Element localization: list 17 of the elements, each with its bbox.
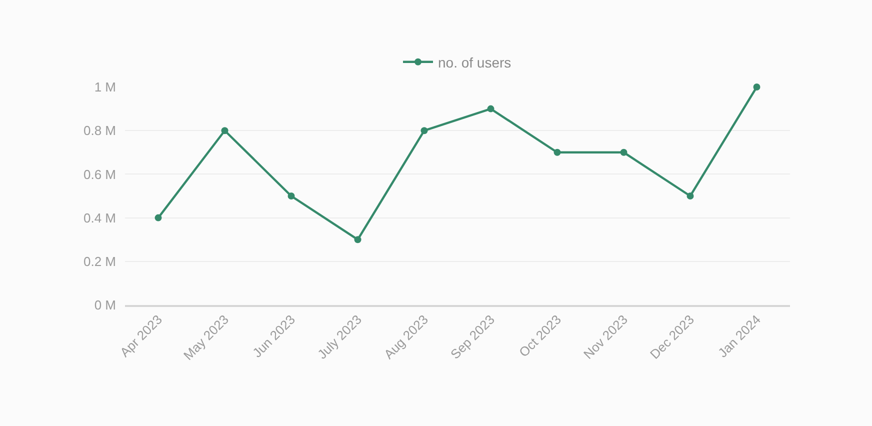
y-tick-label: 0.2 M — [83, 254, 116, 269]
point — [154, 214, 162, 222]
y-tick-label: 1 M — [94, 80, 116, 95]
point — [221, 127, 228, 134]
y-tick-label: 0.6 M — [83, 166, 116, 182]
point — [487, 105, 494, 112]
y-tick-label: 0.8 M — [83, 123, 116, 138]
point — [354, 236, 362, 244]
point — [288, 192, 295, 200]
point — [686, 192, 694, 200]
point — [554, 148, 561, 156]
point — [420, 127, 428, 134]
legend-label: no. of users — [438, 54, 512, 70]
y-tick-label: 0.4 M — [83, 210, 116, 226]
point — [753, 84, 760, 90]
point — [620, 148, 628, 156]
y-tick-label: 0 M — [94, 298, 116, 313]
